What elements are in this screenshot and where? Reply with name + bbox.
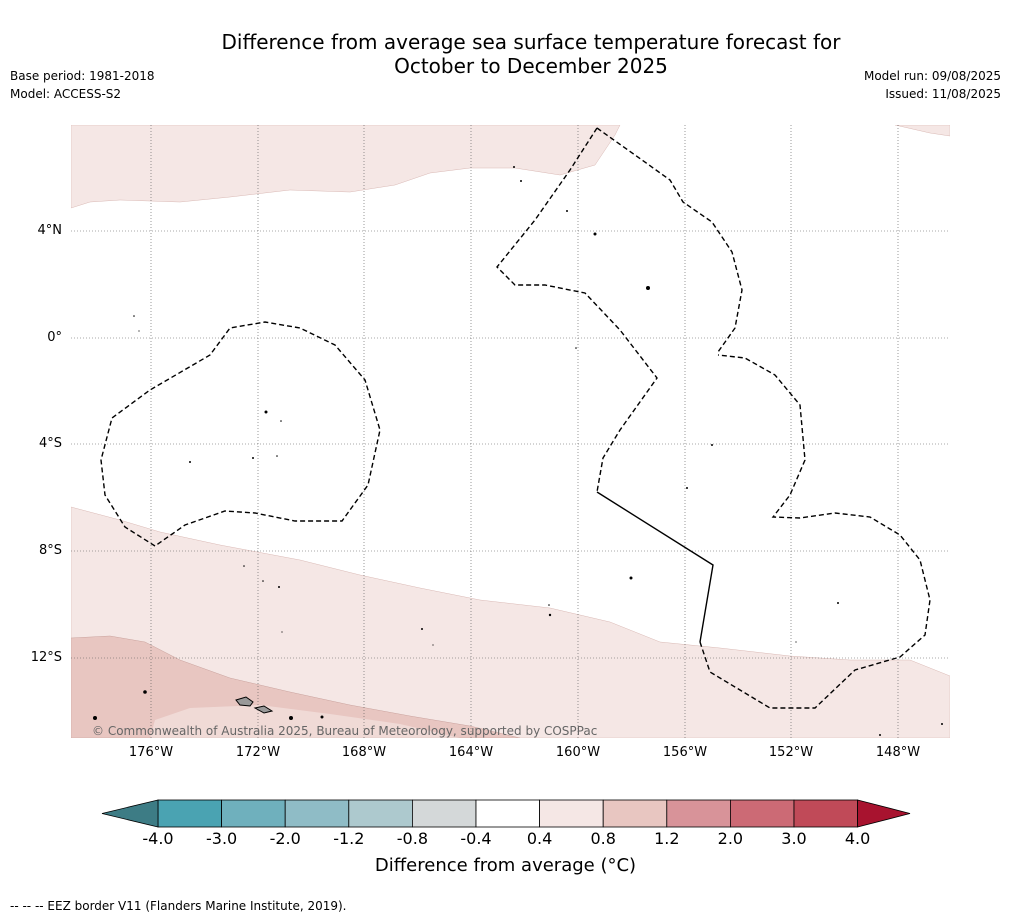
eez-central-west bbox=[496, 127, 658, 493]
colorbar-tick-label: 3.0 bbox=[781, 829, 807, 848]
colorbar-tick-label: 2.0 bbox=[717, 829, 744, 848]
colorbar-label: Difference from average (°C) bbox=[374, 855, 637, 876]
colorbar-low-extension bbox=[101, 799, 159, 828]
north-anomaly-band bbox=[71, 125, 621, 209]
colorbar-segment bbox=[793, 799, 858, 828]
colorbar-tick-label: 4.0 bbox=[844, 829, 871, 848]
colorbar-tick-label: 1.2 bbox=[654, 829, 680, 848]
lon-label: 156°W bbox=[662, 745, 708, 760]
colorbar-tick-label: 0.4 bbox=[526, 829, 553, 848]
colorbar-high-extension bbox=[857, 799, 911, 828]
colorbar-segment bbox=[221, 799, 286, 828]
lon-label: 164°W bbox=[448, 745, 494, 760]
colorbar bbox=[101, 799, 911, 828]
colorbar-tick-label: -3.0 bbox=[205, 829, 238, 848]
model-name: Model: ACCESS-S2 bbox=[10, 87, 122, 101]
model-run: Model run: 09/08/2025 bbox=[863, 69, 1001, 83]
southwest-warm-inner bbox=[150, 705, 460, 738]
title-line-1: Difference from average sea surface temp… bbox=[221, 30, 841, 54]
lat-label: 0° bbox=[47, 330, 62, 345]
colorbar-segment bbox=[157, 799, 222, 828]
map-title: Difference from average sea surface temp… bbox=[0, 30, 1011, 78]
lon-label: 148°W bbox=[875, 745, 921, 760]
lat-label: 8°S bbox=[38, 543, 62, 558]
northeast-anomaly-patch bbox=[894, 125, 950, 137]
eez-south-central bbox=[699, 354, 931, 709]
issued-date: Issued: 11/08/2025 bbox=[885, 87, 1001, 101]
eez-borders bbox=[100, 127, 931, 709]
meta-right: Model run: 09/08/2025 Issued: 11/08/2025 bbox=[864, 67, 1001, 103]
colorbar-segment bbox=[284, 799, 350, 828]
lat-label: 12°S bbox=[30, 650, 62, 665]
lon-label: 172°W bbox=[235, 745, 281, 760]
colorbar-segment bbox=[602, 799, 668, 828]
colorbar-tick-label: 0.8 bbox=[590, 829, 616, 848]
base-period: Base period: 1981-2018 bbox=[10, 69, 155, 83]
colorbar-segment bbox=[666, 799, 731, 828]
eez-central bbox=[596, 127, 743, 353]
lon-label: 152°W bbox=[768, 745, 814, 760]
colorbar-tick-label: -2.0 bbox=[269, 829, 301, 848]
southwest-warm-patch bbox=[71, 635, 521, 738]
eez-solid-boundary bbox=[596, 491, 714, 643]
copyright-notice: © Commonwealth of Australia 2025, Bureau… bbox=[92, 724, 598, 738]
colorbar-segment bbox=[475, 799, 540, 828]
colorbar-tick-label: -0.8 bbox=[396, 829, 428, 848]
colorbar-segment bbox=[539, 799, 604, 828]
map-area bbox=[71, 125, 950, 738]
samoa-island bbox=[235, 696, 254, 707]
graticule bbox=[71, 125, 950, 738]
colorbar-segment bbox=[348, 799, 413, 828]
south-anomaly-band bbox=[71, 506, 950, 738]
samoa-island-east bbox=[253, 705, 274, 714]
lon-label: 160°W bbox=[555, 745, 601, 760]
lat-label: 4°S bbox=[38, 436, 62, 451]
eez-legend-note: -- -- -- EEZ border V11 (Flanders Marine… bbox=[10, 899, 347, 913]
meta-left: Base period: 1981-2018 Model: ACCESS-S2 bbox=[10, 67, 155, 103]
colorbar-tick-label: -4.0 bbox=[142, 829, 174, 848]
title-line-2: October to December 2025 bbox=[394, 54, 668, 78]
colorbar-tick-label: -1.2 bbox=[333, 829, 365, 848]
colorbar-segment bbox=[730, 799, 795, 828]
lat-label: 4°N bbox=[37, 223, 63, 238]
lon-label: 176°W bbox=[128, 745, 174, 760]
islands bbox=[93, 166, 943, 736]
eez-west bbox=[100, 321, 381, 547]
lon-label: 168°W bbox=[341, 745, 387, 760]
colorbar-tick-label: -0.4 bbox=[460, 829, 492, 848]
colorbar-segment bbox=[411, 799, 477, 828]
